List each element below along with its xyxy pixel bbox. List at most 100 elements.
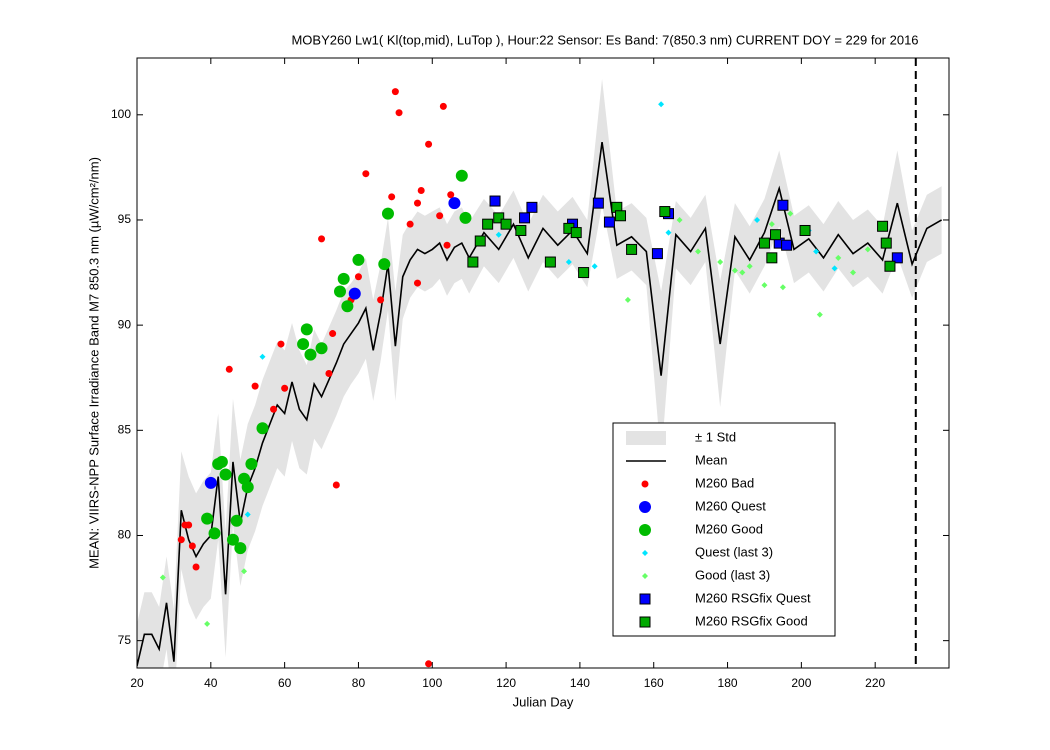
legend-swatch <box>639 593 651 605</box>
point <box>447 191 455 199</box>
y-tick-label: 75 <box>118 633 132 647</box>
point <box>304 348 317 361</box>
legend-label: Good (last 3) <box>695 567 770 582</box>
point <box>334 285 346 298</box>
x-tick-label: 200 <box>791 676 811 690</box>
axes-box <box>136 57 950 669</box>
point <box>758 237 770 249</box>
legend-label: Quest (last 3) <box>695 544 773 559</box>
point <box>436 212 444 220</box>
x-tick-label: 180 <box>718 676 738 690</box>
point <box>251 382 259 390</box>
point <box>659 206 671 218</box>
x-tick-label: 140 <box>570 676 590 690</box>
point <box>884 260 896 272</box>
legend-swatch <box>626 431 666 445</box>
point <box>880 237 892 249</box>
point <box>578 267 590 279</box>
plot-area <box>137 58 943 668</box>
point <box>739 269 746 276</box>
point <box>406 220 414 228</box>
point <box>544 256 556 268</box>
legend-swatch <box>641 480 649 488</box>
point <box>515 224 527 236</box>
point <box>159 574 166 581</box>
point <box>624 296 631 303</box>
point <box>414 279 422 287</box>
point <box>234 542 247 555</box>
x-tick-label: 20 <box>130 676 144 690</box>
point <box>864 246 871 253</box>
point <box>746 263 753 270</box>
point <box>208 527 221 540</box>
point <box>425 140 433 148</box>
point <box>215 455 228 468</box>
point <box>204 620 211 627</box>
legend: ± 1 Std Mean M260 Bad M260 Quest M260 Good Qu… <box>612 422 836 637</box>
point <box>799 224 811 236</box>
point <box>341 300 354 313</box>
point <box>455 169 468 182</box>
point <box>651 248 663 260</box>
point <box>891 252 903 264</box>
point <box>591 263 598 270</box>
point <box>615 210 627 222</box>
point <box>570 227 582 239</box>
point <box>270 405 278 413</box>
point <box>352 253 365 266</box>
legend-label: Mean <box>695 452 728 467</box>
point <box>378 258 391 271</box>
y-tick-label: 95 <box>118 212 132 226</box>
point <box>395 109 403 117</box>
point <box>526 201 538 213</box>
point <box>816 311 823 318</box>
point <box>467 256 479 268</box>
point <box>241 481 254 494</box>
point <box>495 231 502 238</box>
point <box>362 170 370 178</box>
legend-swatch <box>642 573 648 579</box>
point <box>281 384 289 392</box>
legend-label: M260 RSGfix Good <box>695 613 808 628</box>
point <box>185 521 193 529</box>
point <box>781 239 793 251</box>
point <box>439 102 447 110</box>
point <box>493 212 505 224</box>
y-axis-label: MEAN: VIIRS-NPP Surface Irradiance Band … <box>86 157 101 569</box>
point <box>337 272 350 285</box>
point <box>354 273 362 281</box>
point <box>448 197 461 210</box>
point <box>256 422 269 435</box>
point <box>482 218 494 230</box>
point <box>226 533 239 546</box>
point <box>770 229 782 241</box>
legend-label: ± 1 Std <box>695 429 736 444</box>
legend-label: M260 RSGfix Quest <box>695 590 811 605</box>
point <box>835 254 842 261</box>
x-tick-label: 220 <box>865 676 885 690</box>
mean-line <box>137 142 943 667</box>
legend-swatch <box>639 524 651 536</box>
point <box>459 211 472 224</box>
point <box>831 265 838 272</box>
point <box>489 195 501 207</box>
point <box>603 216 615 228</box>
point <box>318 235 326 243</box>
legend-label: M260 Quest <box>695 498 766 513</box>
point <box>177 536 185 544</box>
point <box>201 512 214 525</box>
legend-swatch <box>642 550 648 556</box>
point <box>717 259 724 266</box>
legend-swatch <box>639 501 651 513</box>
point <box>300 323 313 336</box>
point <box>626 243 638 255</box>
point <box>225 365 233 373</box>
point <box>245 457 258 470</box>
point <box>665 229 672 236</box>
point <box>731 267 738 274</box>
point <box>813 248 820 255</box>
point <box>414 199 422 207</box>
x-tick-label: 60 <box>278 676 292 690</box>
point <box>592 197 604 209</box>
